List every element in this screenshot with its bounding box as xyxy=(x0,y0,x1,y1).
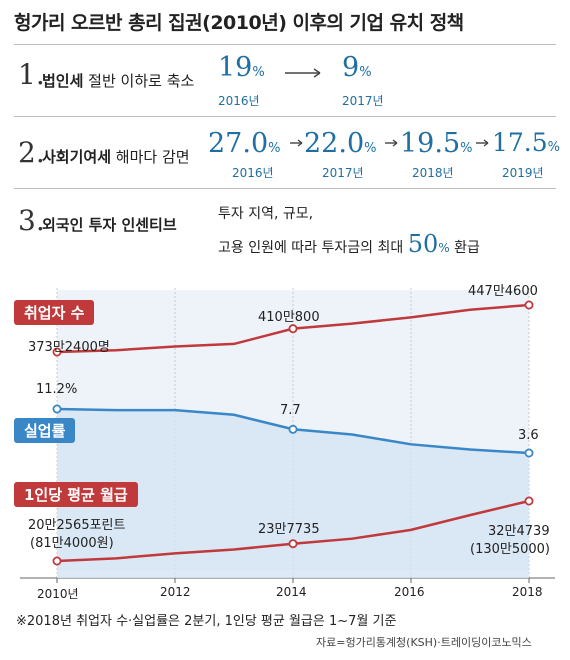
data-point xyxy=(288,424,298,434)
x-tick-label: 2010년 xyxy=(37,587,79,601)
series-label-employment: 취업자 수 xyxy=(14,300,95,325)
x-tick-label: 2012 xyxy=(160,585,191,599)
policy-label-bold: 법인세 xyxy=(42,72,84,90)
policy-label: 법인세 절반 이하로 축소 xyxy=(42,70,194,91)
policy-label: 사회기여세 해마다 감면 xyxy=(42,146,190,167)
policy-number: 2. xyxy=(18,136,45,169)
data-label: 32만4739 xyxy=(488,524,550,539)
divider xyxy=(14,116,556,117)
arrow-head-icon xyxy=(483,139,489,147)
policy-label-rest: 절반 이하로 축소 xyxy=(83,72,195,90)
year-label: 2016년 xyxy=(232,166,274,180)
incentive-line-2: 고용 인원에 따라 투자금의 최대 50% 환급 xyxy=(218,230,480,258)
data-label: 23만7735 xyxy=(258,522,320,537)
policy-label: 외국인 투자 인센티브 xyxy=(42,214,177,235)
data-label: (130만5000) xyxy=(470,542,551,557)
data-point xyxy=(524,496,534,506)
divider xyxy=(14,188,556,189)
series-label-unemployment: 실업률 xyxy=(14,418,76,443)
data-label: 373만2400명 xyxy=(28,340,110,355)
incentive-line-1: 투자 지역, 규모, xyxy=(218,206,314,222)
arrow-head-icon xyxy=(297,139,303,147)
x-tick-label: 2016 xyxy=(394,585,425,599)
policy-label-bold: 사회기여세 xyxy=(42,148,112,166)
data-point xyxy=(288,324,298,334)
chart-source: 자료=헝가리통계청(KSH)·트레이딩이코노믹스 xyxy=(316,636,532,649)
series-label-wage: 1인당 평균 월급 xyxy=(14,482,138,507)
data-point xyxy=(52,347,62,357)
data-label: (81만4000원) xyxy=(30,536,114,551)
policy-number: 1. xyxy=(18,58,45,91)
value-1-2016: 19% xyxy=(218,52,265,83)
page-title: 헝가리 오르반 총리 집권(2010년) 이후의 기업 유치 정책 xyxy=(14,12,464,34)
year-label: 2017년 xyxy=(342,94,384,108)
data-label: 447만4600 xyxy=(468,284,538,299)
arrow-head-icon xyxy=(392,139,398,147)
value-2-2018: 19.5% xyxy=(400,128,473,159)
value-2-2019: 17.5% xyxy=(492,128,561,157)
year-label: 2017년 xyxy=(322,166,364,180)
divider xyxy=(14,44,556,45)
data-point xyxy=(52,404,62,414)
year-label: 2019년 xyxy=(502,166,544,180)
data-label: 3.6 xyxy=(518,428,539,443)
value-2-2016: 27.0% xyxy=(208,128,281,159)
value-1-2017: 9% xyxy=(342,52,372,83)
year-label: 2018년 xyxy=(412,166,454,180)
x-tick-label: 2014 xyxy=(276,585,307,599)
value-2-2017: 22.0% xyxy=(304,128,377,159)
data-point xyxy=(288,539,298,549)
unemployment-area xyxy=(57,409,529,578)
policy-label-rest: 해마다 감면 xyxy=(111,148,190,166)
data-label: 7.7 xyxy=(280,403,301,418)
data-point xyxy=(524,300,534,310)
data-point xyxy=(52,556,62,566)
chart-note: ※2018년 취업자 수·실업률은 2분기, 1인당 평균 월급은 1~7월 기… xyxy=(16,614,397,629)
data-point xyxy=(524,448,534,458)
policy-number: 3. xyxy=(18,204,45,237)
x-tick-label: 2018 xyxy=(512,585,543,599)
policy-label-bold: 외국인 투자 인센티브 xyxy=(42,216,177,234)
arrow-head-icon xyxy=(313,68,321,78)
data-label: 20만2565포린트 xyxy=(28,518,126,533)
year-label: 2016년 xyxy=(218,94,260,108)
data-label: 410만800 xyxy=(258,310,320,325)
data-label: 11.2% xyxy=(36,382,78,397)
